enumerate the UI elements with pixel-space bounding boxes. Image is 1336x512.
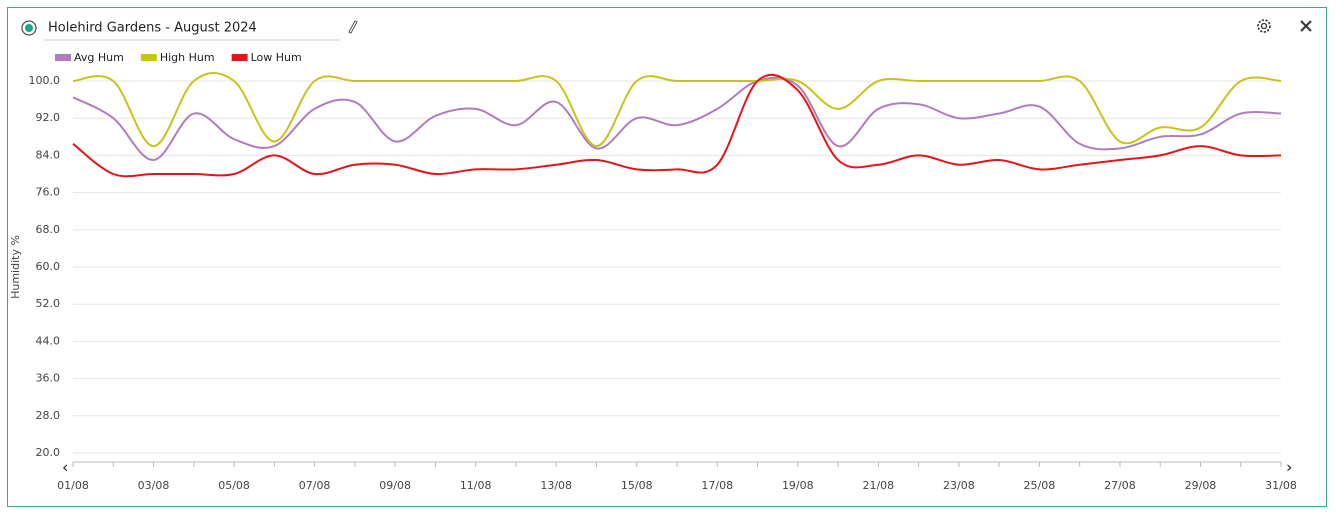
legend-swatch — [55, 54, 71, 61]
y-tick-label: 84.0 — [36, 148, 61, 161]
legend-label: Avg Hum — [74, 51, 124, 64]
x-tick-label: 27/08 — [1104, 479, 1136, 492]
legend-label: High Hum — [160, 51, 215, 64]
x-tick-label: 03/08 — [138, 479, 170, 492]
y-tick-label: 36.0 — [36, 372, 61, 385]
y-tick-label: 92.0 — [36, 111, 61, 124]
y-axis-label: Humidity % — [9, 235, 22, 299]
y-tick-label: 68.0 — [36, 223, 61, 236]
x-tick-label: 07/08 — [299, 479, 331, 492]
y-tick-label: 20.0 — [36, 446, 61, 459]
y-tick-label: 28.0 — [36, 409, 61, 422]
x-tick-label: 19/08 — [782, 479, 814, 492]
y-tick-label: 76.0 — [36, 186, 61, 199]
y-tick-label: 52.0 — [36, 297, 61, 310]
x-tick-label: 31/08 — [1265, 479, 1297, 492]
y-tick-label: 60.0 — [36, 260, 61, 273]
x-tick-label: 05/08 — [218, 479, 250, 492]
x-tick-label: 01/08 — [57, 479, 89, 492]
series-line — [72, 71, 1282, 148]
x-tick-label: 21/08 — [862, 479, 894, 492]
x-tick-label: 23/08 — [943, 479, 975, 492]
settings-icon[interactable] — [1257, 19, 1271, 33]
x-tick-label: 09/08 — [379, 479, 411, 492]
x-tick-label: 11/08 — [460, 479, 492, 492]
y-tick-label: 44.0 — [36, 334, 61, 347]
x-tick-label: 17/08 — [701, 479, 733, 492]
x-tick-label: 15/08 — [621, 479, 653, 492]
radio-dot — [25, 24, 33, 32]
series-line — [72, 73, 1282, 178]
legend-swatch — [231, 54, 248, 61]
legend-swatch — [140, 54, 157, 61]
legend-label: Low Hum — [251, 51, 302, 64]
widget-frame — [7, 7, 1327, 507]
series-line — [72, 76, 1282, 162]
y-tick-label: 100.0 — [29, 74, 61, 87]
edit-icon[interactable] — [348, 20, 358, 34]
chart-title[interactable]: Holehird Gardens - August 2024 — [48, 21, 257, 36]
next-arrow[interactable]: › — [1286, 458, 1292, 477]
x-tick-label: 29/08 — [1185, 479, 1217, 492]
x-tick-label: 13/08 — [540, 479, 572, 492]
x-tick-label: 25/08 — [1024, 479, 1056, 492]
prev-arrow[interactable]: ‹ — [62, 458, 68, 477]
radio-button[interactable] — [21, 20, 37, 36]
close-icon[interactable] — [1300, 20, 1312, 32]
